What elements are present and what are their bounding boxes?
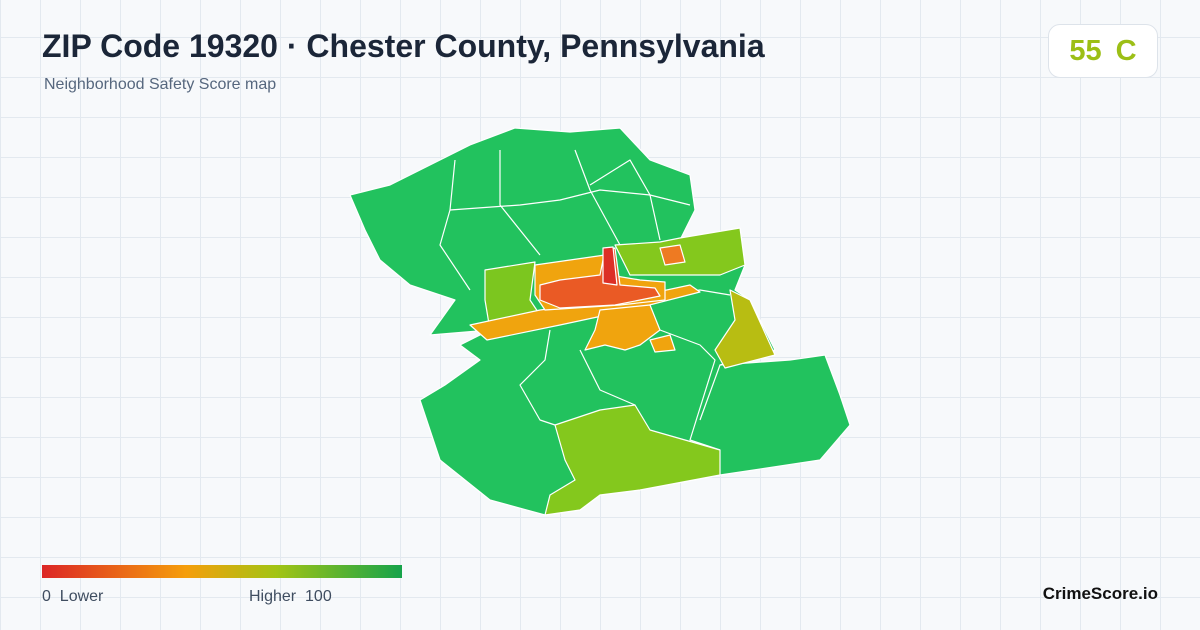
boundary — [699, 364, 721, 421]
subtitle: Neighborhood Safety Score map — [44, 76, 277, 93]
brand: CrimeScore.io — [1042, 584, 1158, 603]
boundary — [519, 329, 556, 426]
legend-max-value: 100 — [305, 588, 332, 605]
region — [539, 247, 661, 309]
region — [544, 404, 721, 516]
legend-gradient — [42, 565, 402, 578]
region — [584, 304, 661, 351]
legend-max-label: Higher — [249, 588, 297, 605]
boundary — [449, 189, 691, 211]
region — [602, 246, 618, 286]
region — [714, 289, 776, 369]
boundary — [574, 149, 621, 246]
boundary — [439, 159, 471, 291]
score-value: 55 — [1069, 34, 1102, 67]
boundary — [659, 329, 721, 451]
legend-min: 0 Lower — [42, 588, 103, 606]
region — [649, 334, 676, 353]
legend-min-value: 0 — [42, 588, 51, 605]
legend-min-label: Lower — [59, 588, 104, 605]
region — [659, 244, 686, 266]
title: ZIP Code 19320 · Chester County, Pennsyl… — [42, 28, 765, 64]
boundary — [589, 159, 661, 241]
score-badge: 55 C — [1048, 24, 1158, 78]
score-grade: C — [1115, 34, 1137, 67]
legend-max: Higher 100 — [249, 588, 332, 606]
boundary — [579, 349, 636, 406]
boundary — [499, 150, 541, 256]
